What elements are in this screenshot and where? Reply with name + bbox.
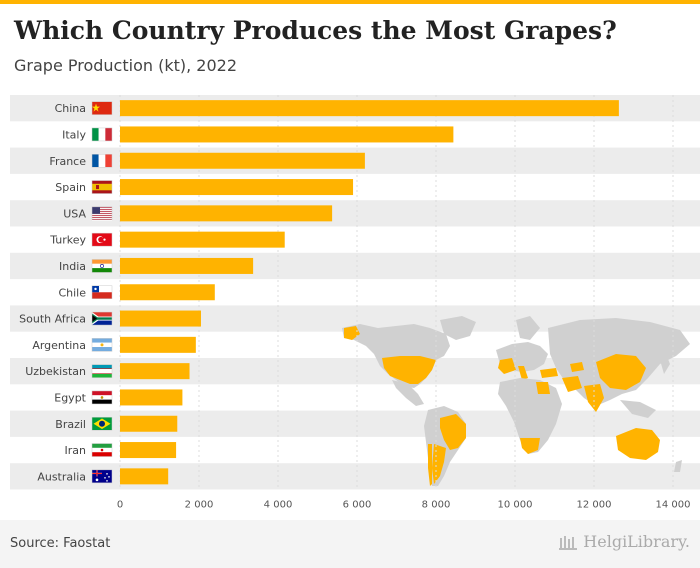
category-label: Italy [62,128,86,141]
bar [120,442,177,459]
map-new-zealand [674,460,682,472]
map-australia [616,428,660,460]
world-map [342,316,690,486]
logo-text: HelgiLibrary. [583,532,690,551]
chart-subtitle: Grape Production (kt), 2022 [14,56,237,75]
brazil-flag [91,417,113,431]
bar [120,389,183,406]
egypt-flag [91,390,113,405]
source-note: Source: Faostat [10,536,111,551]
map-india [584,384,604,412]
south-africa-flag [91,311,113,326]
bar [120,310,201,327]
bar [120,100,619,117]
row-stripe [10,410,700,437]
map-brazil [440,414,466,450]
bar [120,205,333,222]
category-label: Brazil [55,418,86,431]
map-uzbekistan [570,362,584,372]
row-stripe [10,463,700,490]
map-usa [382,356,436,384]
turkey-flag [91,232,113,247]
map-south-africa [520,438,540,454]
bar [120,468,169,485]
map-france-spain [498,358,516,374]
bar [120,126,454,143]
spain-flag [91,180,113,194]
map-egypt [536,382,550,394]
map-canada-west [344,326,360,340]
category-label: Chile [58,286,86,299]
map-southeast-asia [620,400,656,418]
x-tick-label: 4 000 [264,500,293,511]
x-tick-label: 10 000 [498,500,533,511]
bar [120,179,354,196]
bar [120,231,285,248]
france-flag [91,154,113,168]
australia-flag [91,469,113,484]
category-label: India [59,260,86,273]
category-label: Argentina [32,339,86,352]
map-italy [518,366,528,380]
x-tick-label: 0 [117,500,123,511]
bar [120,257,254,274]
map-mexico [392,380,424,406]
x-tick-label: 6 000 [343,500,372,511]
map-china [596,354,646,390]
x-tick-label: 8 000 [422,500,451,511]
flags [91,101,113,484]
italy-flag [91,127,113,142]
x-axis-ticks: 0 2 000 4 000 6 000 8 000 10 000 12 000 14 000 [117,500,691,511]
header: Which Country Produces the Most Grapes? … [0,4,700,88]
category-label: Uzbekistan [25,365,86,378]
map-greenland [440,316,476,340]
x-tick-label: 12 000 [577,500,612,511]
map-chile [428,444,432,486]
category-label: France [49,155,86,168]
bar [120,363,190,380]
category-label: Iran [65,444,87,457]
map-scandinavia [516,316,540,340]
category-label: Australia [37,470,86,483]
bar [120,336,196,353]
usa-flag [91,206,113,221]
accent-bar [0,0,700,4]
bar-chart: China Italy France Spain USA Turkey India Chile… [10,95,700,511]
bar [120,415,178,432]
chart-area: China Italy France Spain USA Turkey India Chile… [0,88,700,520]
chart-title: Which Country Produces the Most Grapes? [14,16,617,45]
uzbekistan-flag [91,364,113,378]
bar [120,152,365,169]
category-label: South Africa [19,313,86,326]
map-argentina [432,444,446,484]
x-tick-label: 14 000 [656,500,691,511]
category-label: USA [63,207,86,220]
chile-flag [91,285,113,299]
x-tick-label: 2 000 [185,500,214,511]
category-labels: China Italy France Spain USA Turkey India Chile… [19,102,87,483]
category-label: Turkey [49,234,86,247]
map-turkey [540,368,558,378]
category-label: China [55,102,86,115]
map-iran [562,376,582,392]
china-flag [91,101,113,115]
map-japan [660,354,670,374]
library-icon [559,535,578,550]
row-stripe [10,252,700,280]
category-label: Spain [55,181,86,194]
india-flag [91,259,113,273]
helgi-library-logo: HelgiLibrary. [559,532,690,551]
category-label: Egypt [54,391,86,404]
bar [120,284,215,301]
argentina-flag [91,338,113,352]
map-africa [498,378,562,454]
iran-flag [91,443,113,457]
row-stripe [10,200,700,227]
bars [120,100,619,485]
